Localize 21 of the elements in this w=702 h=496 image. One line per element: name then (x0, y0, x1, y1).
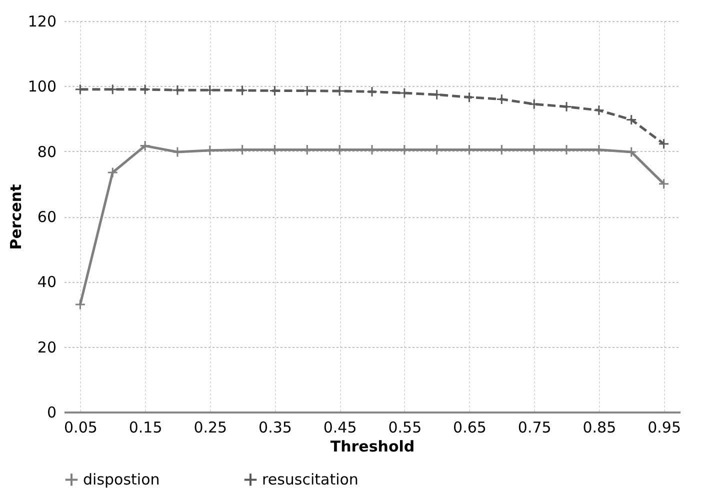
y-axis-title: Percent (6, 184, 25, 250)
y-tick-label: 40 (37, 273, 56, 292)
x-tick-label: 0.35 (258, 418, 292, 436)
x-tick-label: 0.65 (453, 418, 486, 436)
x-tick-label: 0.95 (648, 418, 681, 436)
x-tick-label: 0.45 (323, 418, 357, 436)
x-tick-label: 0.85 (582, 418, 616, 436)
legend-label: dispostion (83, 470, 160, 489)
x-tick-label: 0.15 (128, 418, 162, 436)
x-tick-label: 0.05 (64, 418, 98, 436)
x-tick-label: 0.25 (194, 418, 228, 436)
y-tick-label: 60 (37, 208, 56, 226)
x-tick-label: 0.75 (518, 418, 552, 436)
legend-label: resuscitation (262, 470, 358, 489)
y-tick-label: 20 (37, 338, 56, 356)
y-tick-label: 0 (46, 404, 56, 422)
y-tick-label: 80 (37, 142, 56, 161)
y-tick-label: 100 (28, 78, 56, 96)
x-axis-title: Threshold (330, 438, 415, 456)
y-tick-label: 120 (28, 12, 56, 30)
x-tick-label: 0.55 (388, 418, 422, 436)
